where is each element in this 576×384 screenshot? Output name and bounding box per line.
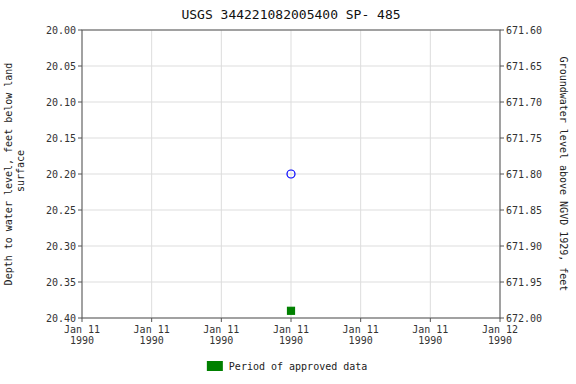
tick xyxy=(500,102,504,103)
tick xyxy=(151,318,152,322)
tick-label: 671.60 xyxy=(506,25,542,36)
marks xyxy=(287,170,295,314)
text-line: Jan 11 xyxy=(273,324,309,335)
tick-label: 671.85 xyxy=(506,205,542,216)
tick xyxy=(500,318,501,322)
tick xyxy=(500,66,504,67)
tick xyxy=(500,138,504,139)
text-line: 1990 xyxy=(70,335,94,346)
tick xyxy=(221,318,222,322)
y2-axis-label: Groundwater level above NGVD 1929, feet xyxy=(558,57,569,292)
text-line: 1990 xyxy=(279,335,303,346)
x-axis: Jan 111990Jan 111990Jan 111990Jan 111990… xyxy=(64,318,518,346)
text-line: Jan 12 xyxy=(482,324,518,335)
tick-label: Jan 121990 xyxy=(482,324,518,346)
tick-label: 20.00 xyxy=(46,25,76,36)
grid-line xyxy=(221,30,222,318)
tick-label: 671.75 xyxy=(506,133,542,144)
tick-label: 20.05 xyxy=(46,61,76,72)
tick xyxy=(78,318,82,319)
tick-label: 671.90 xyxy=(506,241,542,252)
tick-label: 20.10 xyxy=(46,97,76,108)
text-line: 1990 xyxy=(349,335,373,346)
tick xyxy=(500,246,504,247)
text-line: 1990 xyxy=(209,335,233,346)
grid xyxy=(82,30,500,318)
tick-label: 20.20 xyxy=(46,169,76,180)
text-line: surface xyxy=(15,150,26,198)
tick-label: 20.25 xyxy=(46,205,76,216)
text-line: Jan 11 xyxy=(203,324,239,335)
tick-label: 672.00 xyxy=(506,313,542,324)
tick xyxy=(78,30,82,31)
tick-label: 671.65 xyxy=(506,61,542,72)
tick-label: 671.80 xyxy=(506,169,542,180)
tick xyxy=(500,174,504,175)
tick xyxy=(78,174,82,175)
tick xyxy=(291,318,292,322)
text-line: Jan 11 xyxy=(412,324,448,335)
grid-line xyxy=(151,30,152,318)
chart: 20.00 20.05 20.10 20.15 20.20 20.25 20.30 20.35… xyxy=(0,0,576,384)
tick-label: Jan 111990 xyxy=(203,324,239,346)
legend: Period of approved data xyxy=(207,361,367,372)
text-line: 1990 xyxy=(418,335,442,346)
tick xyxy=(82,318,83,322)
text-line: 1990 xyxy=(140,335,164,346)
text-line: Groundwater level above NGVD 1929, feet xyxy=(558,57,569,292)
tick xyxy=(78,210,82,211)
grid-line xyxy=(360,30,361,318)
tick-label: 20.30 xyxy=(46,241,76,252)
tick xyxy=(78,66,82,67)
point xyxy=(287,170,295,178)
text-line: Jan 11 xyxy=(64,324,100,335)
y-axis: 20.00 20.05 20.10 20.15 20.20 20.25 20.30 20.35… xyxy=(46,25,82,324)
tick-label: Jan 111990 xyxy=(343,324,379,346)
background xyxy=(0,0,576,384)
tick xyxy=(500,30,504,31)
tick-label: Jan 111990 xyxy=(64,324,100,346)
title: USGS 344221082005400 SP- 485 xyxy=(181,7,400,22)
tick xyxy=(500,210,504,211)
grid-line xyxy=(430,30,431,318)
tick-label: 671.95 xyxy=(506,277,542,288)
plot-frame xyxy=(82,30,500,318)
grid-line xyxy=(291,30,292,318)
tick xyxy=(500,282,504,283)
tick-label: Jan 111990 xyxy=(134,324,170,346)
tick xyxy=(360,318,361,322)
tick-label: 671.70 xyxy=(506,97,542,108)
legend-swatch xyxy=(207,361,223,371)
legend-label: Period of approved data xyxy=(229,361,367,372)
tick xyxy=(78,246,82,247)
tick-label: 20.15 xyxy=(46,133,76,144)
tick xyxy=(78,138,82,139)
y2-axis: 671.60 671.65 671.70 671.75 671.80 671.85 671.… xyxy=(500,25,542,324)
tick-label: Jan 111990 xyxy=(273,324,309,346)
text-line: Jan 11 xyxy=(343,324,379,335)
tick xyxy=(500,318,504,319)
text-line: Depth to water level, feet below land xyxy=(3,63,14,286)
tick-label: 20.35 xyxy=(46,277,76,288)
point xyxy=(288,307,295,314)
tick-label: 20.40 xyxy=(46,313,76,324)
tick xyxy=(430,318,431,322)
tick xyxy=(78,282,82,283)
y-axis-label: Depth to water level, feet below land su… xyxy=(3,63,26,286)
tick-label: Jan 111990 xyxy=(412,324,448,346)
tick xyxy=(78,102,82,103)
text-line: 1990 xyxy=(488,335,512,346)
text-line: Jan 11 xyxy=(134,324,170,335)
